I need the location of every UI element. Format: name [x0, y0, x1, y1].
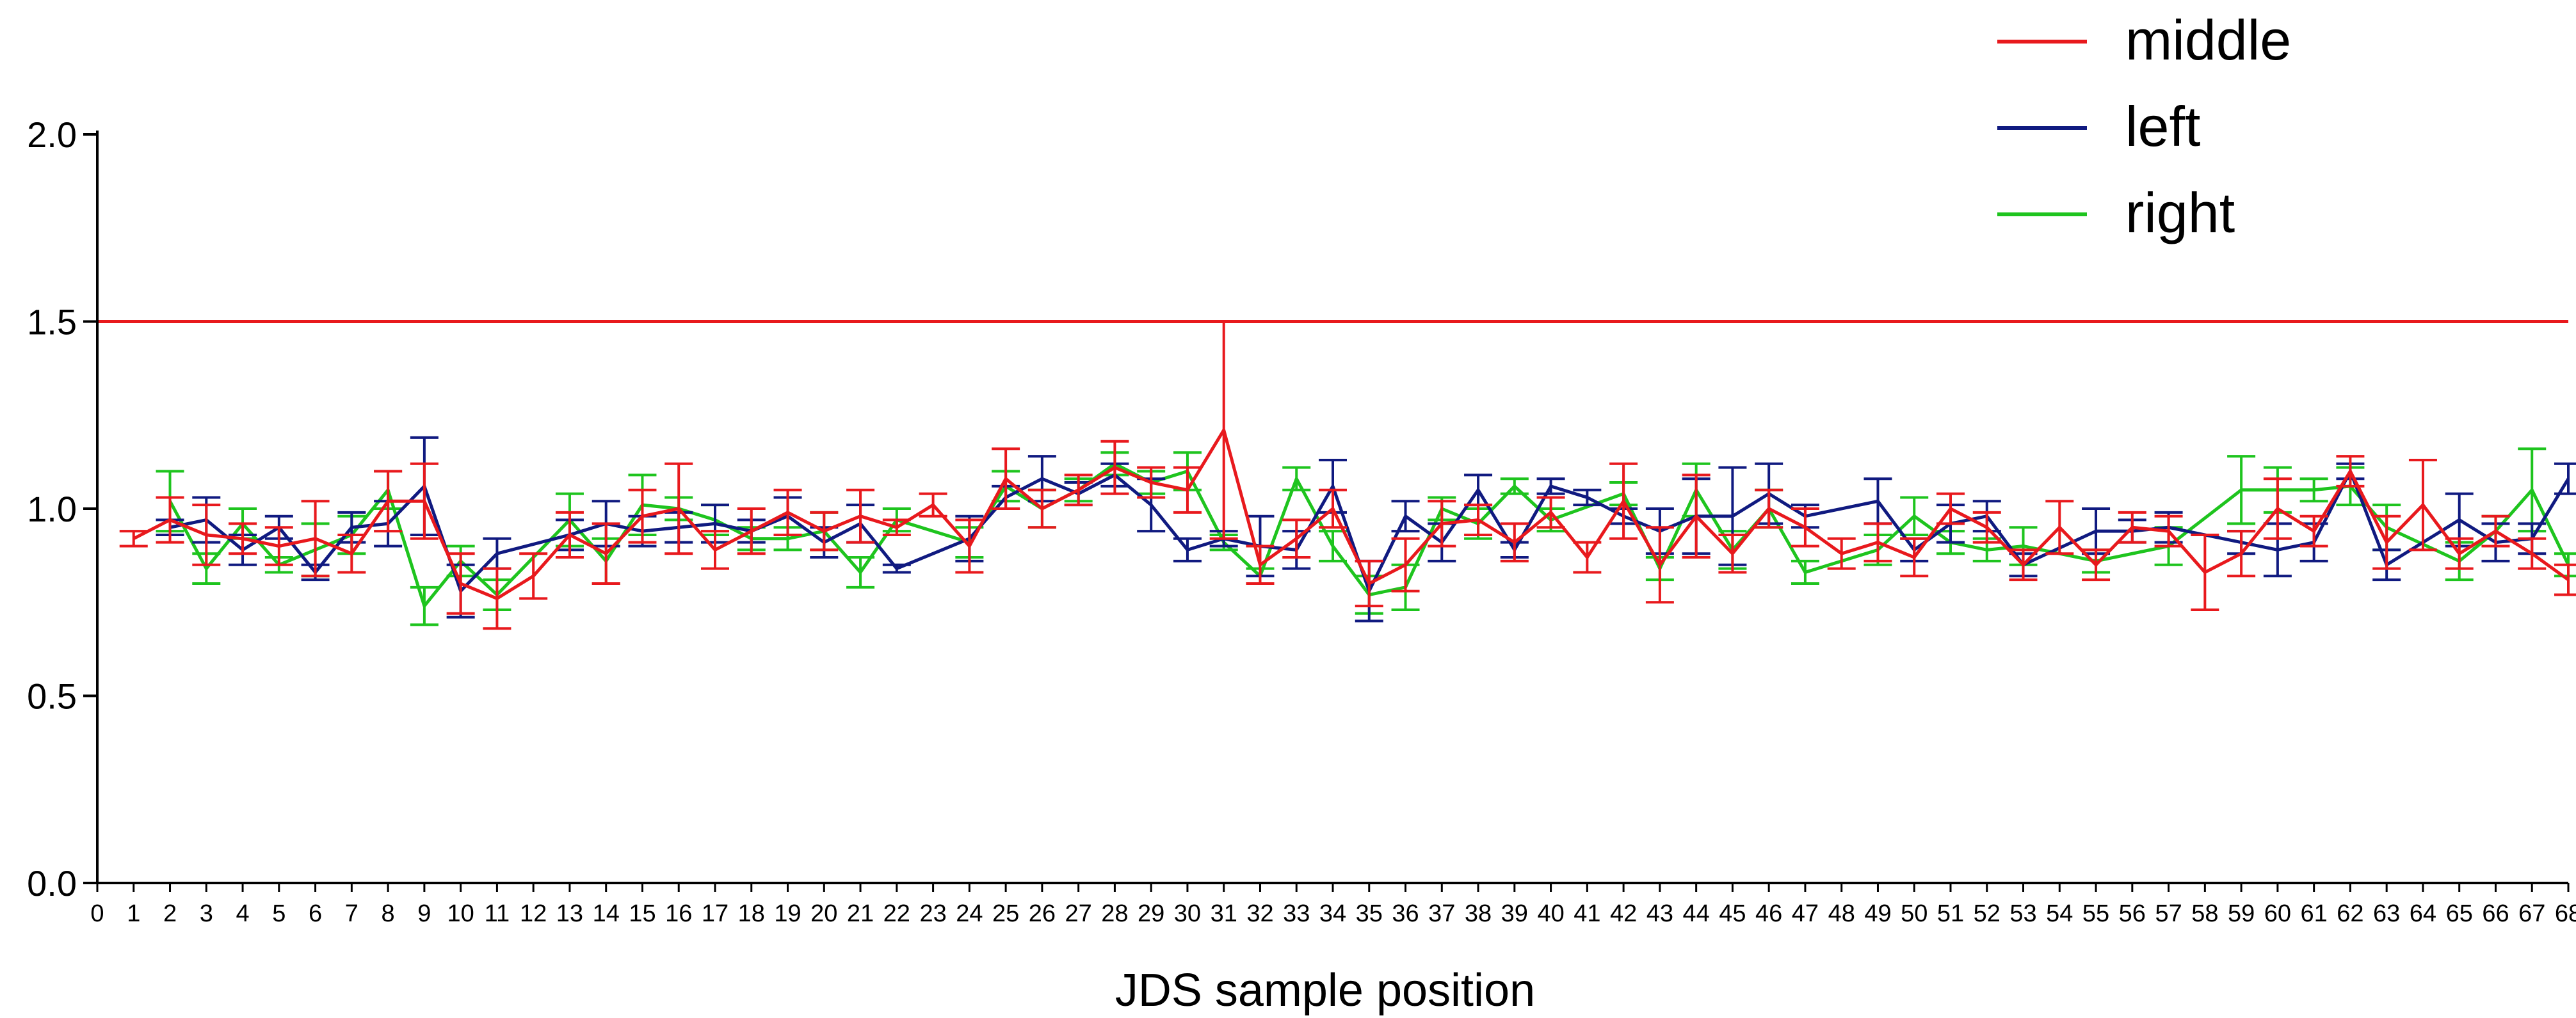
x-tick-label: 14: [593, 900, 620, 927]
x-axis-title: JDS sample position: [1115, 965, 1535, 1016]
x-tick-label: 31: [1211, 900, 1237, 927]
x-tick-label: 13: [556, 900, 583, 927]
x-tick-label: 65: [2446, 900, 2473, 927]
y-tick-label: 0.5: [27, 676, 77, 717]
x-tick-label: 42: [1610, 900, 1637, 927]
x-tick-label: 15: [629, 900, 656, 927]
x-tick-label: 39: [1501, 900, 1528, 927]
series-line-middle: [133, 428, 2570, 600]
x-tick-label: 62: [2337, 900, 2363, 927]
x-tick-label: 59: [2228, 900, 2255, 927]
legend-label-left: left: [2125, 95, 2200, 158]
legend-label-right: right: [2125, 181, 2235, 244]
y-tick-label: 1.0: [27, 489, 77, 529]
x-tick-label: 10: [447, 900, 474, 927]
x-tick-label: 7: [345, 900, 358, 927]
x-tick-label: 3: [200, 900, 213, 927]
x-tick-label: 48: [1828, 900, 1855, 927]
x-tick-label: 29: [1138, 900, 1164, 927]
x-tick-label: 18: [738, 900, 765, 927]
x-tick-label: 0: [90, 900, 104, 927]
y-tick-label: 2.0: [27, 115, 77, 155]
x-tick-label: 5: [272, 900, 286, 927]
x-tick-label: 32: [1246, 900, 1273, 927]
x-tick-label: 47: [1792, 900, 1819, 927]
x-tick-label: 8: [382, 900, 395, 927]
x-tick-label: 12: [520, 900, 547, 927]
x-tick-label: 19: [774, 900, 801, 927]
x-tick-label: 41: [1574, 900, 1600, 927]
legend-label-middle: middle: [2125, 8, 2291, 72]
x-tick-label: 60: [2264, 900, 2291, 927]
x-tick-label: 58: [2191, 900, 2218, 927]
series-middle: [119, 320, 2576, 630]
x-tick-label: 37: [1428, 900, 1455, 927]
y-tick-label: 0.0: [27, 863, 77, 903]
x-tick-label: 43: [1646, 900, 1673, 927]
x-tick-label: 38: [1465, 900, 1492, 927]
x-tick-label: 9: [417, 900, 431, 927]
x-tick-label: 61: [2301, 900, 2328, 927]
x-tick-label: 22: [883, 900, 910, 927]
x-tick-label: 68: [2555, 900, 2576, 927]
x-tick-label: 16: [665, 900, 692, 927]
x-tick-label: 51: [1937, 900, 1964, 927]
x-tick-label: 35: [1356, 900, 1383, 927]
x-tick-label: 4: [236, 900, 249, 927]
y-tick-label: 1.5: [27, 302, 77, 342]
x-tick-label: 56: [2119, 900, 2146, 927]
x-tick-label: 67: [2518, 900, 2545, 927]
x-tick-label: 49: [1864, 900, 1891, 927]
x-tick-label: 25: [992, 900, 1019, 927]
x-tick-label: 66: [2482, 900, 2509, 927]
x-tick-label: 26: [1029, 900, 1056, 927]
x-tick-label: 46: [1755, 900, 1782, 927]
x-tick-label: 17: [702, 900, 729, 927]
x-tick-label: 2: [163, 900, 177, 927]
x-tick-label: 45: [1719, 900, 1746, 927]
x-tick-label: 50: [1901, 900, 1928, 927]
x-tick-label: 57: [2155, 900, 2182, 927]
x-tick-label: 21: [847, 900, 874, 927]
x-tick-label: 54: [2046, 900, 2073, 927]
series-line-right: [168, 462, 2570, 608]
x-tick-label: 28: [1101, 900, 1128, 927]
x-tick-label: 11: [485, 900, 510, 927]
x-tick-label: 27: [1065, 900, 1092, 927]
x-tick-label: 36: [1392, 900, 1419, 927]
x-tick-label: 52: [1974, 900, 2000, 927]
x-tick-label: 53: [2009, 900, 2036, 927]
x-tick-label: 44: [1683, 900, 1710, 927]
x-tick-label: 6: [309, 900, 322, 927]
axes: 0.00.51.01.52.00 1 2 3 4 5 6 7 8 9 10 11 12 13 14 15 16 1…: [27, 115, 2576, 927]
x-tick-label: 23: [919, 900, 946, 927]
x-tick-label: 24: [956, 900, 983, 927]
x-tick-label: 20: [810, 900, 837, 927]
plot-area: [97, 320, 2576, 630]
x-tick-label: 40: [1537, 900, 1564, 927]
x-tick-label: 63: [2373, 900, 2400, 927]
legend: middle left right: [1997, 8, 2291, 244]
x-tick-label: 1: [127, 900, 140, 927]
x-tick-label: 55: [2082, 900, 2109, 927]
series-left: [156, 436, 2576, 623]
x-tick-label: 64: [2410, 900, 2436, 927]
x-tick-label: 30: [1174, 900, 1201, 927]
x-tick-label: 33: [1283, 900, 1310, 927]
x-tick-label: 34: [1319, 900, 1346, 927]
